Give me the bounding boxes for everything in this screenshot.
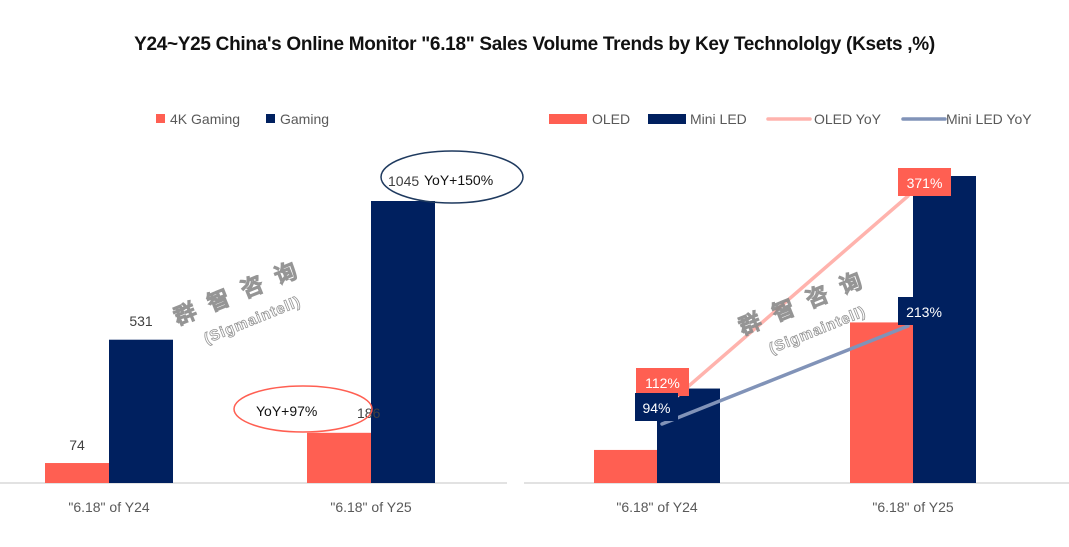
legend-label-gaming: Gaming [280, 111, 329, 127]
legend-label-mini-led-yoy: Mini LED YoY [946, 111, 1032, 127]
data-label-box-oled-yoy-1 [898, 168, 951, 196]
watermark-0: 群 智 咨 询(Sigmaintell) [170, 256, 305, 348]
x-tick-label-left-0: "6.18" of Y24 [68, 499, 150, 515]
bar-gaming-0 [109, 339, 173, 483]
x-tick-label-left-1: "6.18" of Y25 [330, 499, 412, 515]
bar-oled-1 [850, 322, 913, 483]
legend-label-oled-yoy: OLED YoY [814, 111, 882, 127]
bar-4k-gaming-1 [307, 432, 371, 483]
bar-oled-0 [594, 449, 657, 483]
x-tick-label-right-1: "6.18" of Y25 [872, 499, 954, 515]
legend-label-oled: OLED [592, 111, 630, 127]
data-label-mini-led-yoy-1: 213% [906, 304, 942, 320]
annotation-yoy-gaming: YoY+150% [424, 172, 493, 188]
line-oled-yoy [660, 194, 910, 411]
x-tick-label-right-0: "6.18" of Y24 [616, 499, 698, 515]
legend-swatch-oled [549, 114, 587, 124]
legend-label-mini-led: Mini LED [690, 111, 747, 127]
data-label-4k-gaming-1: 186 [357, 405, 381, 421]
legend-swatch-mini-led [648, 114, 686, 124]
legend-swatch-4k-gaming [156, 114, 165, 123]
legend-label-4k-gaming: 4K Gaming [170, 111, 240, 127]
data-label-mini-led-yoy-0: 94% [642, 400, 670, 416]
legend-swatch-gaming [266, 114, 275, 123]
data-label-box-mini-led-yoy-0 [635, 393, 678, 421]
bar-4k-gaming-0 [45, 463, 109, 483]
bar-mini-led-1 [913, 176, 976, 483]
data-label-box-mini-led-yoy-1 [898, 297, 950, 325]
data-label-gaming-1: 1045 [388, 173, 419, 189]
data-label-box-oled-yoy-0 [636, 368, 689, 396]
bar-gaming-1 [371, 201, 435, 483]
data-label-oled-yoy-1: 371% [907, 175, 943, 191]
data-label-gaming-0: 531 [129, 313, 153, 329]
data-label-4k-gaming-0: 74 [69, 437, 85, 453]
line-mini-led-yoy [660, 324, 910, 426]
data-label-oled-yoy-0: 112% [645, 375, 680, 391]
annotation-ellipse-gaming [380, 150, 524, 204]
chart-title: Y24~Y25 China's Online Monitor "6.18" Sa… [134, 34, 935, 55]
annotation-yoy-4k-gaming: YoY+97% [256, 403, 317, 419]
annotation-ellipse-4k-gaming [233, 385, 373, 433]
